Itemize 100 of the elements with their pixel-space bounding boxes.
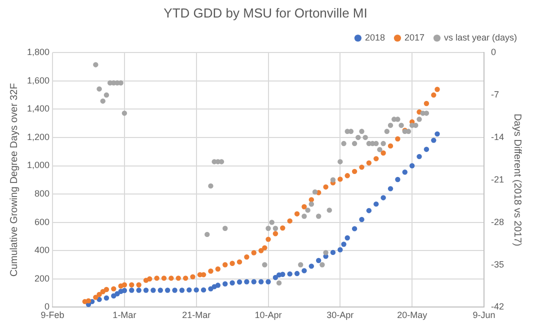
- point: [258, 279, 264, 284]
- point: [374, 156, 379, 162]
- x-tick-label: 10-Apr: [254, 310, 282, 320]
- point: [262, 245, 268, 250]
- point: [136, 282, 142, 288]
- point: [316, 258, 322, 264]
- point: [136, 288, 142, 293]
- point: [100, 98, 106, 104]
- point: [272, 274, 278, 280]
- point: [305, 208, 310, 213]
- point: [186, 287, 192, 293]
- y2-tick-label: -7: [490, 90, 500, 100]
- point: [215, 266, 221, 272]
- y2-tick-label: -42: [490, 302, 504, 312]
- point: [388, 186, 394, 192]
- point: [280, 225, 286, 231]
- point: [244, 254, 250, 260]
- point: [266, 279, 271, 284]
- point: [312, 189, 318, 195]
- y-tick-label: 0: [44, 302, 50, 312]
- point: [416, 116, 422, 122]
- point: [251, 250, 256, 256]
- point: [129, 288, 134, 293]
- y2-tick-label: -35: [490, 259, 504, 270]
- point: [359, 216, 364, 222]
- point: [122, 288, 128, 294]
- y-tick-label: 800: [34, 188, 50, 199]
- point: [122, 282, 128, 288]
- point: [352, 226, 358, 232]
- point: [398, 122, 404, 128]
- point: [338, 176, 343, 182]
- point: [326, 208, 332, 213]
- point: [150, 288, 156, 293]
- point: [208, 286, 214, 292]
- point: [93, 294, 98, 300]
- point: [272, 226, 278, 231]
- point: [409, 163, 415, 168]
- point: [222, 262, 228, 268]
- point: [359, 164, 364, 170]
- point: [154, 276, 160, 281]
- point: [413, 122, 418, 128]
- point: [158, 288, 163, 293]
- point: [323, 184, 328, 190]
- point: [434, 86, 440, 92]
- point: [215, 282, 221, 288]
- point: [388, 143, 394, 149]
- point: [395, 136, 400, 142]
- point: [344, 235, 350, 240]
- y-tick-label: 1,400: [26, 104, 50, 114]
- point: [431, 92, 436, 98]
- point: [93, 62, 98, 68]
- point: [147, 276, 152, 282]
- point: [341, 140, 346, 146]
- point: [269, 220, 274, 225]
- x-tick-label: 1-Mar: [112, 310, 136, 320]
- point: [222, 226, 228, 231]
- point: [366, 160, 372, 166]
- y2-tick-label: -28: [490, 216, 504, 227]
- point: [402, 170, 408, 175]
- x-tick-label: 30-Apr: [326, 310, 354, 320]
- point: [204, 232, 210, 238]
- point: [129, 282, 134, 288]
- point: [341, 242, 346, 247]
- point: [194, 287, 199, 293]
- point: [114, 291, 120, 296]
- point: [356, 134, 361, 140]
- point: [272, 231, 278, 236]
- point: [190, 274, 196, 280]
- point: [330, 177, 336, 182]
- point: [251, 279, 256, 284]
- point: [424, 100, 430, 106]
- point: [104, 286, 110, 292]
- point: [374, 201, 379, 207]
- point: [266, 236, 271, 242]
- point: [230, 280, 235, 286]
- y2-tick-label: 0: [490, 47, 496, 58]
- point: [266, 226, 271, 231]
- point: [434, 131, 440, 137]
- x-tick-label: 9-Jun: [472, 310, 496, 320]
- point: [104, 92, 110, 98]
- point: [308, 197, 314, 202]
- legend-label: 2017: [404, 32, 424, 43]
- point: [86, 298, 92, 304]
- point: [208, 183, 214, 189]
- point: [380, 195, 386, 200]
- legend-label: vs last year (days): [444, 32, 518, 43]
- point: [287, 271, 292, 277]
- point: [262, 262, 268, 268]
- point: [96, 86, 102, 92]
- point: [352, 140, 358, 146]
- point: [359, 128, 364, 134]
- y-tick-label: 1,600: [26, 75, 50, 86]
- point: [143, 288, 149, 293]
- point: [230, 260, 235, 266]
- y2-axis-title: Days Different (2018 vs 2017): [511, 114, 522, 246]
- y-axis-title: Cumulative Growing Degree Days over 32F: [8, 83, 20, 277]
- point: [302, 268, 307, 274]
- point: [431, 138, 436, 143]
- point: [320, 262, 325, 268]
- point: [424, 146, 430, 152]
